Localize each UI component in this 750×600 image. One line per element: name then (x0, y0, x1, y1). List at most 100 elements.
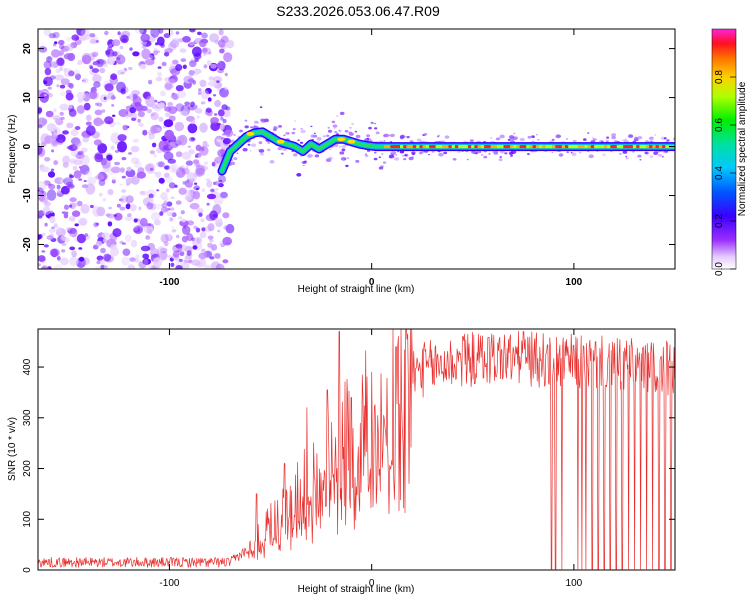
core-seg (532, 145, 538, 149)
noise-blob (43, 29, 52, 36)
ridge-speck (466, 158, 469, 161)
noise-blob (154, 172, 158, 175)
ridge-speck (345, 164, 349, 168)
core-seg (555, 145, 561, 149)
noise-blob (116, 57, 121, 60)
noise-blob (89, 38, 97, 44)
noise-blob (196, 237, 202, 244)
noise-blob (164, 129, 175, 140)
noise-blob (210, 117, 220, 124)
noise-blob (64, 204, 69, 210)
noise-blob (68, 70, 75, 77)
noise-blob (209, 256, 215, 260)
noise-blob (191, 259, 201, 266)
noise-blob (111, 95, 116, 100)
noise-blob (139, 217, 148, 227)
y-tick-label: -10 (22, 188, 33, 203)
ridge-speck (499, 134, 505, 139)
noise-blob (218, 179, 223, 183)
noise-blob (163, 106, 169, 112)
noise-blob (56, 84, 60, 88)
noise-blob (151, 142, 157, 148)
spectrogram-x-label: Height of straight line (km) (298, 284, 415, 295)
core-seg (652, 145, 658, 149)
noise-blob (105, 213, 111, 217)
x-tick-label: 100 (566, 277, 583, 288)
noise-blob (105, 49, 111, 56)
noise-blob (101, 158, 111, 169)
noise-blob (224, 72, 228, 77)
noise-blob (117, 31, 121, 36)
noise-blob (103, 96, 107, 101)
noise-blob (122, 124, 128, 131)
noise-blob (118, 109, 129, 117)
ridge-speck (403, 158, 407, 161)
ridge-speck (341, 144, 347, 149)
core-seg (571, 145, 577, 149)
ridge-speck (443, 151, 448, 155)
noise-blob (196, 115, 200, 119)
noise-blob (168, 164, 176, 173)
noise-blob (76, 91, 86, 100)
noise-blob (164, 81, 173, 91)
noise-blob (144, 58, 155, 66)
noise-blob (145, 162, 156, 174)
ridge-speck (611, 135, 616, 140)
core-seg (632, 145, 638, 149)
noise-blob (115, 54, 126, 65)
core-seg (435, 145, 441, 149)
noise-blob (134, 259, 142, 264)
noise-blob (65, 92, 74, 101)
ridge-speck (649, 155, 654, 158)
noise-blob (62, 130, 69, 135)
noise-blob (99, 173, 108, 181)
ridge-speck (285, 132, 290, 135)
ridge-speck (654, 134, 657, 136)
noise-blob (203, 264, 212, 269)
noise-blob (47, 56, 51, 60)
noise-blob (85, 121, 92, 126)
noise-blob (137, 118, 141, 123)
noise-blob (175, 103, 184, 112)
ridge-speck (480, 154, 484, 156)
core-seg (493, 145, 499, 149)
ridge-speck (370, 121, 374, 124)
noise-blob (198, 252, 207, 260)
noise-blob (110, 73, 118, 80)
noise-blob (53, 108, 57, 113)
noise-blob (111, 39, 121, 47)
ridge-speck (259, 106, 263, 109)
ridge-speck (472, 150, 478, 155)
core-seg (594, 145, 600, 149)
ridge-speck (637, 136, 643, 140)
noise-blob (59, 84, 66, 89)
noise-blob (158, 177, 165, 184)
noise-blob (71, 34, 79, 41)
ridge-speck (269, 160, 275, 164)
colorbar: 0.0 0.2 0.4 0.6 0.8 Normalized spectral ampl… (711, 28, 748, 276)
core-seg (616, 145, 622, 149)
noise-blob (149, 197, 154, 204)
core-seg (535, 145, 541, 149)
noise-blob (169, 63, 175, 68)
noise-blob (170, 262, 175, 267)
y-tick-label: 100 (22, 510, 33, 527)
ridge-speck (509, 135, 515, 139)
noise-blob (129, 47, 133, 51)
ridge-speck (488, 153, 491, 155)
noise-blob (176, 234, 180, 239)
noise-blob (160, 206, 169, 213)
ridge-speck (566, 151, 569, 153)
noise-blob (201, 248, 206, 252)
core-seg (552, 145, 557, 149)
noise-blob (222, 137, 232, 145)
ridge-speck (622, 150, 628, 154)
noise-blob (168, 29, 174, 36)
core-seg (451, 145, 457, 149)
ridge-speck (388, 154, 395, 159)
noise-blob (155, 42, 159, 46)
noise-blob (193, 73, 198, 76)
noise-blob (59, 178, 67, 184)
noise-blob (181, 235, 188, 243)
noise-blob (69, 158, 77, 164)
